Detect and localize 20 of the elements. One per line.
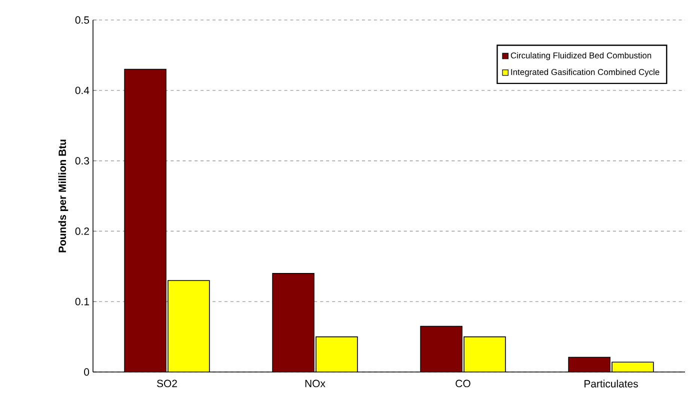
bar (272, 273, 314, 372)
y-tick-label: 0.1 (75, 298, 89, 306)
x-tick-label: CO (456, 380, 470, 388)
x-tick-label: NOx (305, 380, 326, 388)
y-tick-label: 0.4 (75, 86, 90, 94)
bar (464, 336, 506, 372)
legend-label: Circulating Fluidized Bed Combustion (510, 52, 652, 60)
bar (568, 356, 610, 372)
bar (316, 336, 358, 372)
bar (420, 326, 462, 372)
x-tick-label: SO2 (157, 380, 177, 388)
y-tick-label: 0.5 (75, 16, 90, 24)
y-tick-label: 0 (84, 368, 90, 376)
y-tick-label: 0.2 (75, 228, 89, 235)
y-axis-title: Pounds per Million Btu (58, 140, 68, 252)
legend-label: Integrated Gasification Combined Cycle (511, 68, 660, 77)
y-tick-label: 0.3 (75, 157, 90, 165)
bar (124, 69, 166, 372)
bar (168, 280, 210, 372)
x-tick-label: Particulates (584, 380, 638, 388)
